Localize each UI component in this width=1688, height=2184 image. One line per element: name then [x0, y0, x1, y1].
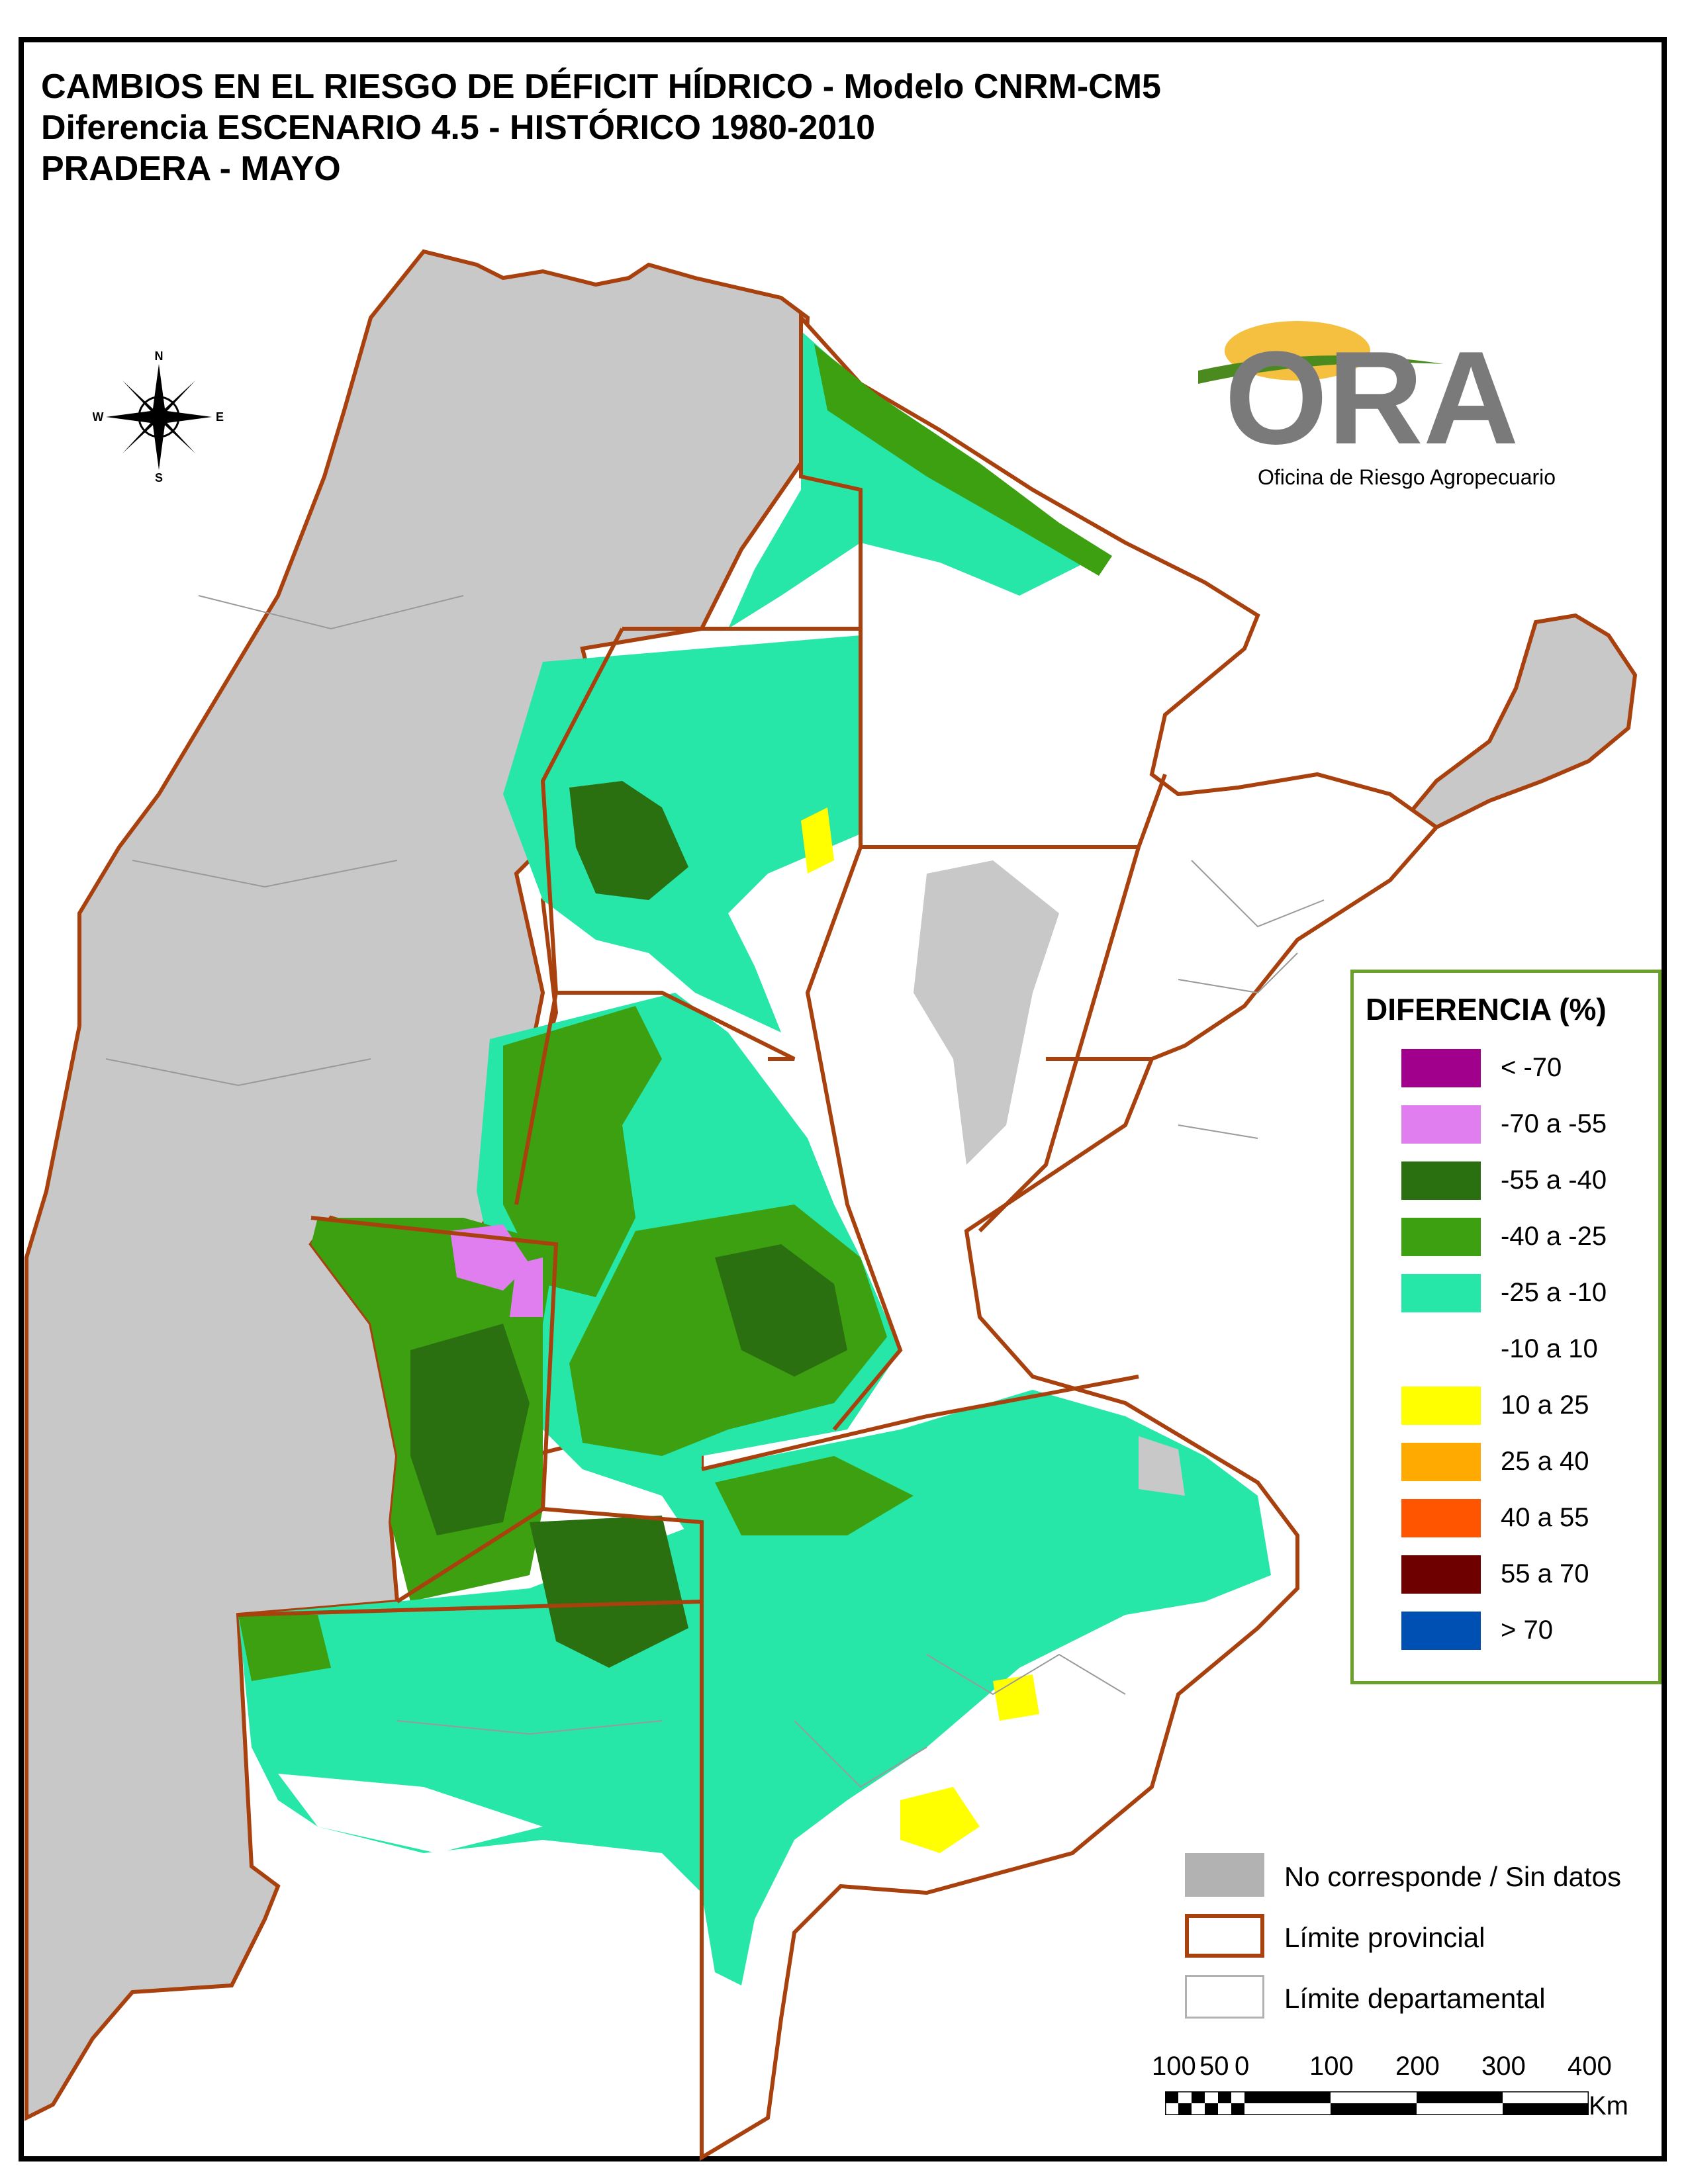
- scale-tick-label: 200: [1395, 2052, 1440, 2081]
- legend-item: -40 a -25: [1401, 1218, 1653, 1257]
- legend-swatch: [1401, 1612, 1481, 1650]
- scale-unit: Km: [1589, 2091, 1628, 2120]
- secondary-legend-item: Límite provincial: [1185, 1914, 1662, 1960]
- legend-label: 10 a 25: [1501, 1390, 1589, 1420]
- legend-swatch: [1401, 1161, 1481, 1200]
- legend-item: -55 a -40: [1401, 1161, 1653, 1201]
- legend-label: 55 a 70: [1501, 1559, 1589, 1588]
- legend-label: -25 a -10: [1501, 1278, 1607, 1307]
- legend-swatch: [1401, 1443, 1481, 1481]
- legend-swatch: [1401, 1218, 1481, 1256]
- legend-swatch: [1401, 1105, 1481, 1144]
- legend-item: -70 a -55: [1401, 1105, 1653, 1145]
- scale-tick-label: 300: [1481, 2052, 1526, 2081]
- legend-item: -25 a -10: [1401, 1274, 1653, 1314]
- zone-yellow-buenosaires-2: [993, 1674, 1039, 1721]
- secondary-legend: No corresponde / Sin datos Límite provinc…: [1178, 1853, 1655, 2038]
- legend-swatch: [1401, 1330, 1481, 1369]
- zone-teal-north: [728, 331, 1086, 629]
- scale-bar-graphic: [1165, 2091, 1589, 2115]
- secondary-legend-item: Límite departamental: [1185, 1975, 1662, 2021]
- no-data-buenosaires-city: [1139, 1436, 1185, 1496]
- legend-swatch: [1401, 1499, 1481, 1537]
- title-line-1: CAMBIOS EN EL RIESGO DE DÉFICIT HÍDRICO …: [41, 68, 1161, 106]
- legend-title: DIFERENCIA (%): [1366, 992, 1607, 1026]
- scale-tick-label: 100: [1152, 2052, 1196, 2081]
- zone-white-lapampa-south: [278, 1774, 543, 1853]
- scale-tick-label: 0: [1235, 2052, 1250, 2081]
- zone-green-central: [503, 1006, 662, 1297]
- secondary-legend-swatch: [1185, 1975, 1264, 2019]
- compass-north-label: N: [155, 351, 164, 363]
- legend-item: 55 a 70: [1401, 1555, 1653, 1595]
- legend-panel: DIFERENCIA (%) < -70 -70 a -55 -55 a -40 -4…: [1350, 970, 1662, 1684]
- no-data-floodplain: [914, 860, 1059, 1165]
- zone-darkgreen-central-north: [569, 781, 688, 900]
- zone-darkgreen-cordoba: [715, 1244, 847, 1377]
- map-title: CAMBIOS EN EL RIESGO DE DÉFICIT HÍDRICO …: [41, 66, 1161, 189]
- secondary-legend-label: Límite provincial: [1284, 1922, 1485, 1953]
- secondary-legend-swatch: [1185, 1914, 1264, 1958]
- zone-darkgreen-west: [410, 1324, 530, 1535]
- zone-green-north-strips: [814, 344, 1112, 576]
- legend-item: 40 a 55: [1401, 1499, 1653, 1539]
- logo-subtitle: Oficina de Riesgo Agropecuario: [1258, 465, 1556, 489]
- secondary-legend-item: No corresponde / Sin datos: [1185, 1853, 1662, 1899]
- no-data-region-northeast: [1399, 613, 1638, 830]
- logo-swoosh-icon: [1198, 355, 1443, 384]
- legend-label: -55 a -40: [1501, 1165, 1607, 1195]
- scale-bar: 100 50 0 100 200 300 400 Km: [1152, 2052, 1628, 2124]
- legend-item: 10 a 25: [1401, 1387, 1653, 1426]
- legend-swatch: [1401, 1049, 1481, 1087]
- legend-item: -10 a 10: [1401, 1330, 1653, 1370]
- zone-yellow-santafe: [801, 807, 834, 874]
- province-borders: [238, 318, 1167, 2158]
- secondary-legend-swatch: [1185, 1853, 1264, 1897]
- legend-label: -40 a -25: [1501, 1222, 1607, 1251]
- title-line-3: PRADERA - MAYO: [41, 150, 341, 188]
- legend-item: 25 a 40: [1401, 1443, 1653, 1482]
- zone-teal-buenosaires: [702, 1390, 1271, 1985]
- zone-yellow-buenosaires: [900, 1787, 980, 1853]
- zone-lilac-west-2: [510, 1257, 543, 1317]
- legend-swatch: [1401, 1555, 1481, 1594]
- compass-east-label: E: [216, 410, 224, 424]
- zone-teal-central-north: [503, 635, 861, 1032]
- legend-label: -70 a -55: [1501, 1109, 1607, 1138]
- zone-green-lapampa-west: [238, 1615, 331, 1681]
- legend-label: < -70: [1501, 1053, 1562, 1082]
- zone-green-buenosaires: [715, 1456, 914, 1535]
- compass-rose: N S E W: [93, 351, 224, 483]
- scale-tick-label: 400: [1568, 2052, 1612, 2081]
- title-line-2: Diferencia ESCENARIO 4.5 - HISTÓRICO 198…: [41, 109, 876, 147]
- legend-item: < -70: [1401, 1049, 1653, 1089]
- scale-tick-label: 100: [1309, 2052, 1354, 2081]
- legend-label: > 70: [1501, 1615, 1553, 1645]
- scale-tick-label: 50: [1199, 2052, 1229, 2081]
- compass-south-label: S: [155, 471, 163, 483]
- secondary-legend-label: No corresponde / Sin datos: [1284, 1861, 1621, 1892]
- legend-swatch: [1401, 1387, 1481, 1425]
- legend-label: -10 a 10: [1501, 1334, 1598, 1363]
- secondary-legend-label: Límite departamental: [1284, 1983, 1546, 2014]
- compass-rose-icon: [106, 364, 212, 470]
- legend-item: > 70: [1401, 1612, 1653, 1651]
- logo-letters: ORA: [1225, 324, 1519, 472]
- ora-logo: ORA Oficina de Riesgo Agropecuario: [1198, 321, 1556, 489]
- legend-label: 25 a 40: [1501, 1447, 1589, 1476]
- legend-label: 40 a 55: [1501, 1503, 1589, 1532]
- department-borders: [105, 595, 1325, 1788]
- compass-west-label: W: [93, 410, 104, 424]
- map-frame: [19, 37, 1667, 2161]
- zone-darkgreen-lapampa: [530, 1516, 688, 1668]
- legend-swatch: [1401, 1274, 1481, 1312]
